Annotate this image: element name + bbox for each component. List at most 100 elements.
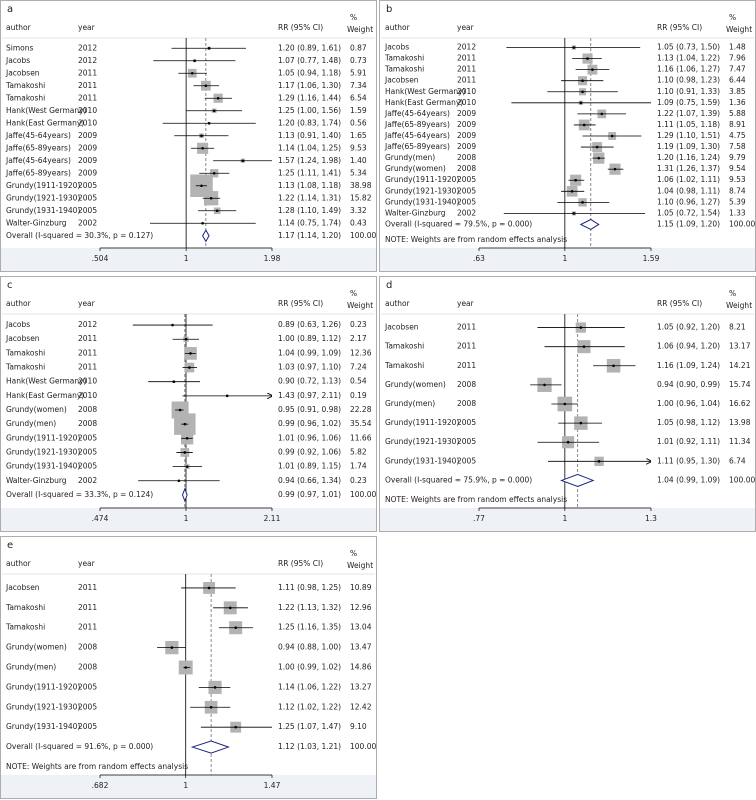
study-weight: 1.48 — [729, 43, 746, 52]
study-year: 2005 — [78, 682, 97, 691]
point-estimate — [581, 201, 584, 204]
study-estimate: 1.05 (0.94, 1.18) — [278, 68, 341, 77]
header-year: year — [78, 559, 96, 568]
header-weight: Weight — [347, 561, 373, 570]
point-estimate — [184, 666, 188, 669]
study-estimate: 1.01 (0.96, 1.06) — [278, 433, 341, 442]
study-author: Hank(East Germany) — [385, 98, 463, 107]
study-author: Jacobsen — [5, 68, 40, 77]
header-year: year — [457, 299, 475, 308]
point-estimate — [190, 71, 194, 75]
point-estimate — [183, 422, 187, 426]
study-year: 2005 — [78, 462, 97, 471]
study-author: Grundy(1931-1940) — [6, 206, 80, 215]
study-estimate: 1.25 (1.16, 1.35) — [278, 623, 341, 632]
point-estimate — [171, 323, 174, 327]
study-year: 2010 — [78, 118, 97, 127]
study-weight: 7.47 — [729, 65, 746, 74]
study-author: Grundy(1931-1940) — [6, 722, 80, 731]
study-weight: 6.44 — [729, 76, 746, 85]
study-weight: 5.34 — [350, 168, 367, 177]
point-estimate — [241, 159, 245, 163]
header-weight-top: % — [350, 549, 357, 558]
study-author: Grundy(1911-1920) — [385, 175, 459, 184]
study-year: 2012 — [78, 320, 97, 329]
study-year: 2011 — [78, 603, 97, 612]
study-year: 2011 — [78, 348, 97, 357]
point-estimate — [234, 725, 237, 729]
study-estimate: 1.05 (0.72, 1.54) — [657, 208, 720, 217]
study-estimate: 1.05 (0.92, 1.20) — [657, 323, 720, 332]
study-estimate: 1.20 (0.83, 1.74) — [278, 118, 341, 127]
study-year: 2008 — [457, 399, 476, 408]
study-estimate: 0.94 (0.88, 1.00) — [278, 643, 341, 652]
study-year: 2010 — [457, 98, 476, 107]
study-weight: 4.75 — [729, 131, 746, 140]
note: NOTE: Weights are from random effects an… — [385, 495, 567, 504]
x-tick-label: 1 — [184, 254, 189, 263]
study-year: 2005 — [78, 447, 97, 456]
study-weight: 9.53 — [729, 175, 746, 184]
x-tick-label: 1.47 — [264, 781, 281, 790]
study-author: Jacobs — [5, 56, 30, 65]
study-author: Jaffe(45-64years) — [5, 131, 71, 140]
study-author: Tamakoshi — [5, 81, 45, 90]
point-estimate — [234, 626, 237, 630]
header-estimate: RR (95% CI) — [278, 559, 323, 568]
study-estimate: 1.10 (0.91, 1.33) — [657, 87, 720, 96]
point-estimate — [613, 167, 617, 171]
study-weight: 0.19 — [350, 391, 367, 400]
study-author: Jaffe(65-89years) — [384, 120, 450, 129]
header-weight: Weight — [726, 301, 752, 310]
study-year: 2005 — [78, 181, 97, 190]
x-tick-label: .77 — [473, 514, 485, 523]
study-author: Tamakoshi — [384, 65, 424, 74]
study-year: 2010 — [78, 377, 97, 386]
axis-strip — [1, 775, 376, 798]
study-estimate: 1.11 (0.98, 1.25) — [278, 583, 341, 592]
study-weight: 5.88 — [729, 109, 746, 118]
study-weight: 0.43 — [350, 218, 367, 227]
study-estimate: 1.14 (0.75, 1.74) — [278, 218, 341, 227]
study-year: 2005 — [78, 206, 97, 215]
study-year: 2002 — [78, 218, 97, 227]
point-estimate — [572, 46, 576, 49]
study-estimate: 1.28 (1.10, 1.49) — [278, 206, 341, 215]
point-estimate — [200, 184, 203, 188]
study-author: Grundy(1911-1920) — [6, 682, 80, 691]
header-weight: Weight — [347, 301, 373, 310]
point-estimate — [188, 366, 191, 369]
study-weight: 13.17 — [729, 342, 751, 351]
overall-diamond — [579, 218, 600, 231]
header-year: year — [78, 23, 96, 32]
study-estimate: 0.99 (0.96, 1.02) — [278, 419, 341, 428]
study-year: 2011 — [457, 76, 476, 85]
study-year: 2011 — [78, 583, 97, 592]
study-year: 2009 — [78, 131, 97, 140]
study-weight: 0.23 — [350, 476, 367, 485]
point-estimate — [184, 337, 188, 341]
overall-estimate: 0.99 (0.97, 1.01) — [278, 490, 341, 499]
study-author: Jaffe(45-64years) — [384, 109, 450, 118]
study-author: Jaffe(65-89years) — [5, 143, 71, 152]
study-estimate: 1.17 (1.06, 1.30) — [278, 81, 341, 90]
study-weight: 9.53 — [350, 143, 367, 152]
point-estimate — [207, 121, 211, 125]
study-weight: 0.23 — [350, 320, 367, 329]
overall-weight: 100.00 — [350, 490, 376, 499]
study-year: 2008 — [78, 663, 97, 672]
study-author: Grundy(women) — [385, 380, 446, 389]
study-year: 2009 — [457, 120, 476, 129]
study-weight: 14.86 — [350, 663, 372, 672]
study-author: Tamakoshi — [5, 623, 45, 632]
study-weight: 12.36 — [350, 348, 372, 357]
study-weight: 1.36 — [729, 98, 746, 107]
study-estimate: 1.09 (0.75, 1.59) — [657, 98, 720, 107]
header-author: author — [385, 23, 411, 32]
study-author: Jacobsen — [5, 583, 40, 592]
study-author: Grundy(women) — [385, 164, 446, 173]
study-author: Hank(West Germany) — [385, 87, 466, 96]
study-year: 2009 — [457, 131, 476, 140]
study-weight: 8.21 — [729, 323, 746, 332]
study-author: Tamakoshi — [5, 93, 45, 102]
